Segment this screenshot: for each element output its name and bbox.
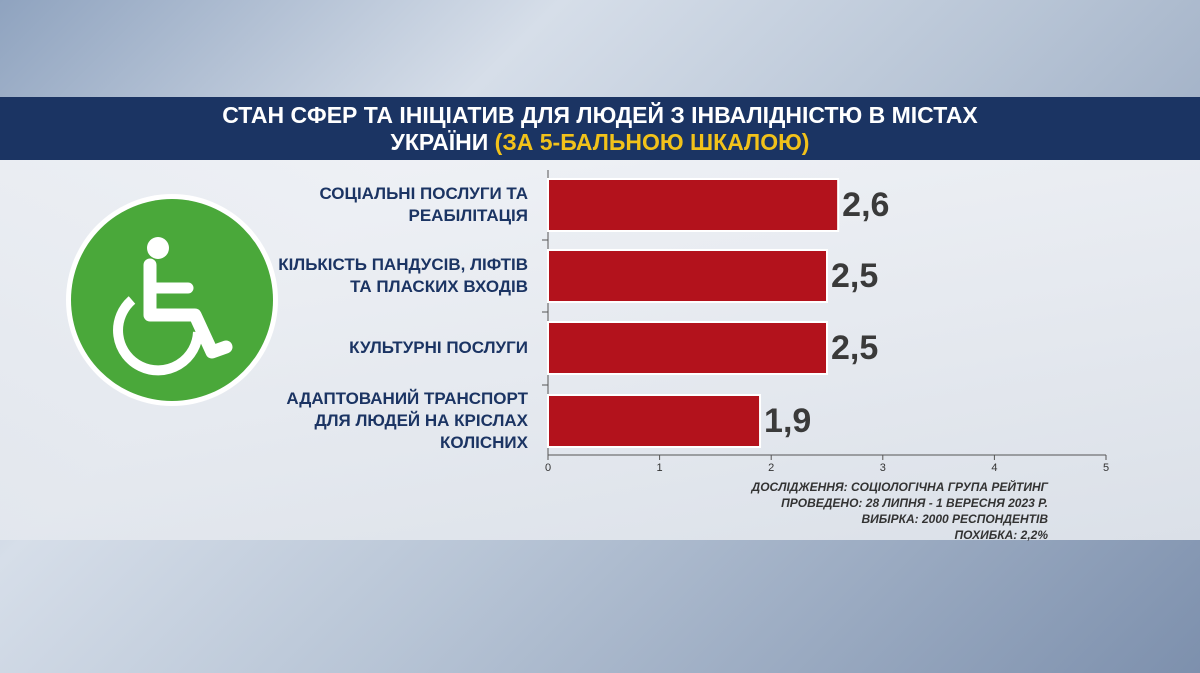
footnote: ВИБІРКА: 2000 РЕСПОНДЕНТІВ (861, 512, 1048, 526)
bar (547, 394, 762, 448)
x-tick-label: 1 (657, 462, 663, 474)
footnote: ПОХИБКА: 2,2% (954, 528, 1048, 542)
footnote: ДОСЛІДЖЕННЯ: СОЦІОЛОГІЧНА ГРУПА РЕЙТИНГ (751, 480, 1048, 494)
category-label: КІЛЬКІСТЬ ПАНДУСІВ, ЛІФТІВ ТА ПЛАСКИХ ВХ… (278, 255, 528, 296)
x-tick-label: 4 (991, 462, 997, 474)
bar (547, 249, 828, 303)
value-label: 1,9 (764, 402, 811, 440)
x-tick-label: 0 (545, 462, 551, 474)
footnote: ПРОВЕДЕНО: 28 ЛИПНЯ - 1 ВЕРЕСНЯ 2023 Р. (781, 496, 1048, 510)
wheelchair-icon (66, 194, 278, 406)
title-band (0, 97, 1200, 160)
bar (547, 321, 828, 375)
chart-title: СТАН СФЕР ТА ІНІЦІАТИВ ДЛЯ ЛЮДЕЙ З ІНВАЛ… (200, 102, 1000, 156)
x-tick-label: 2 (768, 462, 774, 474)
category-label: СОЦІАЛЬНІ ПОСЛУГИ ТА РЕАБІЛІТАЦІЯ (319, 184, 528, 225)
subtitle: (ЗА 5-БАЛЬНОЮ ШКАЛОЮ) (494, 129, 810, 155)
x-tick-label: 3 (880, 462, 886, 474)
bar (547, 178, 840, 232)
x-tick-label: 5 (1103, 462, 1109, 474)
title: СТАН СФЕР ТА ІНІЦІАТИВ ДЛЯ ЛЮДЕЙ З ІНВАЛ… (222, 102, 978, 155)
value-label: 2,5 (831, 329, 878, 367)
value-label: 2,6 (842, 186, 889, 224)
value-label: 2,5 (831, 257, 878, 295)
category-label: АДАПТОВАНИЙ ТРАНСПОРТ ДЛЯ ЛЮДЕЙ НА КРІСЛ… (286, 389, 528, 452)
category-label: КУЛЬТУРНІ ПОСЛУГИ (349, 338, 528, 357)
